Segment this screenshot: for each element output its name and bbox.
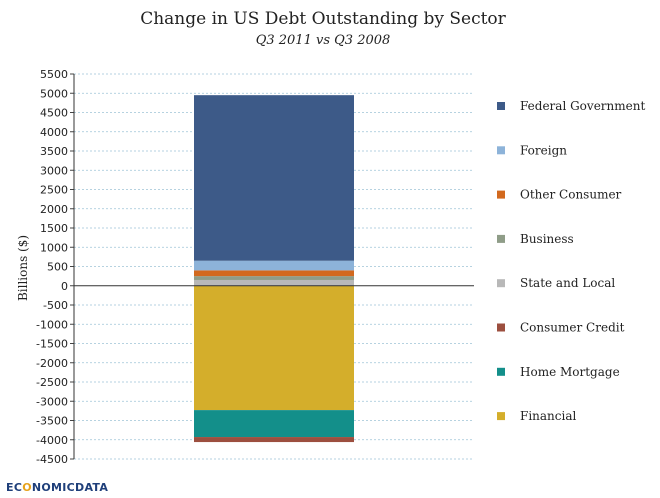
y-tick-label: 2000 [40, 203, 68, 216]
legend-item-financial: Financial [497, 409, 576, 423]
legend-swatch [497, 367, 505, 376]
y-tick-label: -4500 [36, 453, 68, 466]
bar-segment-business [194, 276, 354, 280]
y-tick-label: 5500 [40, 68, 68, 81]
y-tick-label: 4500 [40, 107, 68, 120]
legend: Federal Government Foreign Other Consumer B… [497, 99, 645, 423]
bar-segment-financial [194, 285, 354, 411]
legend-item-home-mortgage: Home Mortgage [497, 365, 620, 379]
stacked-bar [194, 95, 354, 443]
y-tick-label: 2500 [40, 184, 68, 197]
y-tick-label: -2000 [36, 357, 68, 370]
brand-logo: ECONOMICDATA [6, 481, 109, 494]
legend-label: Other Consumer [520, 188, 622, 202]
legend-item-foreign: Foreign [497, 143, 567, 157]
y-tick-label: -3500 [36, 415, 68, 428]
y-tick-label: 0 [61, 280, 68, 293]
bar-segment-federal-government [194, 95, 354, 261]
legend-item-federal-government: Federal Government [497, 99, 645, 113]
y-tick-label: -4000 [36, 434, 68, 447]
y-tick-label: 1000 [40, 241, 68, 254]
y-tick-label: 1500 [40, 222, 68, 235]
y-tick-label: 5000 [40, 87, 68, 100]
bar-segment-foreign [194, 260, 354, 271]
legend-label: Business [520, 232, 574, 246]
legend-swatch [497, 190, 505, 199]
legend-label: State and Local [520, 276, 615, 290]
y-tick-label: -3000 [36, 395, 68, 408]
legend-swatch [497, 146, 505, 155]
y-tick-label: 3000 [40, 164, 68, 177]
legend-swatch [497, 412, 505, 421]
y-tick-label: 3500 [40, 145, 68, 158]
y-tick-label: -2500 [36, 376, 68, 389]
legend-label: Federal Government [520, 99, 645, 113]
legend-item-state-and-local: State and Local [497, 276, 615, 290]
legend-item-business: Business [497, 232, 574, 246]
legend-label: Financial [520, 409, 576, 423]
bar-segment-home-mortgage [194, 410, 354, 438]
bar-segment-consumer-credit [194, 437, 354, 443]
chart-title: Change in US Debt Outstanding by Sector [140, 9, 506, 29]
y-axis-label: Billions ($) [16, 235, 30, 301]
y-tick-label: 500 [47, 261, 68, 274]
legend-item-consumer-credit: Consumer Credit [497, 321, 625, 335]
legend-swatch [497, 323, 505, 332]
legend-label: Foreign [520, 143, 567, 157]
legend-label: Home Mortgage [520, 365, 620, 379]
legend-swatch [497, 234, 505, 243]
y-tick-label: -500 [43, 299, 68, 312]
chart-subtitle: Q3 2011 vs Q3 2008 [256, 33, 391, 48]
y-tick-label: -1500 [36, 338, 68, 351]
bar-segment-state-and-local [194, 279, 354, 286]
y-tick-label: 4000 [40, 126, 68, 139]
legend-swatch [497, 102, 505, 110]
legend-swatch [497, 279, 505, 288]
legend-label: Consumer Credit [520, 321, 625, 335]
legend-item-other-consumer: Other Consumer [497, 188, 622, 202]
bar-segment-other-consumer [194, 270, 354, 277]
y-tick-label: -1000 [36, 318, 68, 331]
y-axis-ticks: 5500500045004000350030002500200015001000… [36, 68, 74, 466]
